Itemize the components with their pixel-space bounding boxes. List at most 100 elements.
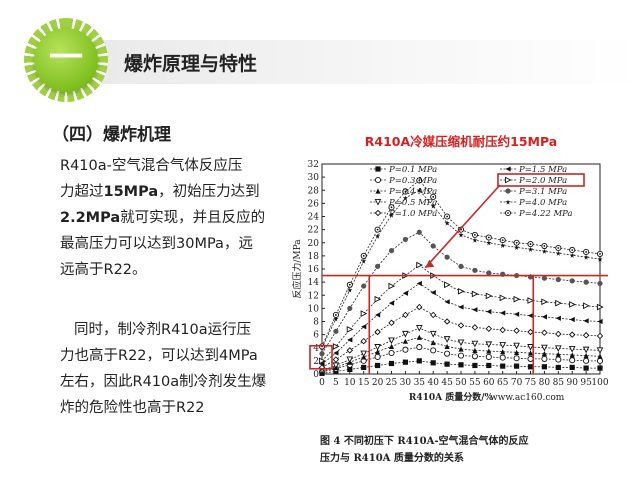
data-point-dot <box>571 249 574 251</box>
data-point <box>444 350 451 357</box>
data-point <box>569 301 576 308</box>
data-point <box>458 232 464 238</box>
header-bar <box>58 40 640 84</box>
data-point <box>375 312 381 318</box>
data-point-dot <box>335 314 337 316</box>
data-point <box>527 364 534 370</box>
data-point <box>402 359 408 365</box>
data-point <box>333 328 339 334</box>
text-run: 力也高于R22，可以达到4MPa <box>60 348 258 364</box>
data-point <box>471 340 479 348</box>
text-run: 炸的危险性也高于R22 <box>60 400 205 416</box>
data-point <box>375 233 381 239</box>
data-point <box>318 357 326 365</box>
chart-title: R410A冷媒压缩机耐压约15MPa <box>365 134 558 149</box>
data-point <box>416 280 422 287</box>
data-point <box>499 326 506 334</box>
data-point <box>583 365 589 371</box>
data-point <box>443 318 451 325</box>
data-point <box>388 319 395 327</box>
data-point <box>485 292 493 300</box>
data-point <box>541 364 547 370</box>
text-run: 左右，因此R410a制冷剂发生爆 <box>60 374 267 390</box>
section-number-badge: 一 <box>34 28 98 92</box>
data-point <box>429 330 437 338</box>
data-point-dot <box>432 195 435 198</box>
data-point <box>458 362 464 368</box>
data-point <box>582 346 590 354</box>
y-tick-label: 2 <box>313 357 319 367</box>
x-tick-label: 50 <box>455 378 467 388</box>
y-tick-label: 8 <box>313 318 319 328</box>
data-point <box>541 351 547 357</box>
data-point <box>347 287 353 293</box>
paragraph-2: 同时，制冷剂R410a运行压 力也高于R22，可以达到4MPa 左右，因此R410a… <box>60 317 290 421</box>
data-point <box>416 303 423 311</box>
text-line: 力超过15MPa，初始压力达到 <box>60 179 290 205</box>
text-run: 远高于R22。 <box>60 262 147 278</box>
x-tick-label: 35 <box>414 378 426 388</box>
data-point <box>402 346 409 353</box>
x-tick-label: 70 <box>511 378 523 388</box>
legend-marker <box>374 198 382 206</box>
data-point <box>346 347 354 354</box>
legend-marker <box>505 166 511 172</box>
data-point <box>569 357 576 364</box>
text-run: 最高压力可以达到30MPa，远 <box>60 236 253 252</box>
data-point <box>471 353 478 360</box>
data-point <box>569 252 575 258</box>
x-tick-label: 10 <box>344 378 356 388</box>
data-point <box>444 361 450 367</box>
data-point <box>513 295 521 303</box>
legend-label: P=4.0 MPa <box>518 198 567 208</box>
data-point <box>541 248 547 254</box>
data-point <box>471 324 479 331</box>
series-line-1 <box>321 346 600 373</box>
page-title: 爆炸原理与特性 <box>124 53 258 75</box>
data-point <box>319 361 325 367</box>
data-point <box>416 344 423 351</box>
data-point <box>347 305 353 311</box>
data-point <box>541 314 547 320</box>
data-point <box>583 254 589 260</box>
x-tick-label: 20 <box>372 378 384 388</box>
data-point <box>375 362 381 369</box>
y-axis-label: 反应压力/MPa <box>291 239 303 299</box>
data-point <box>514 244 520 250</box>
y-tick-label: 14 <box>308 278 320 288</box>
data-point <box>527 246 534 252</box>
y-tick-label: 10 <box>308 304 320 314</box>
data-point <box>416 261 423 269</box>
data-point <box>472 237 478 243</box>
data-point-dot <box>487 236 490 239</box>
data-point-dot <box>501 239 504 242</box>
bold-text: 2.2MPa <box>60 210 121 226</box>
data-point <box>346 356 354 364</box>
data-point <box>415 325 423 332</box>
data-point <box>596 332 604 340</box>
data-point <box>388 212 395 218</box>
data-point-dot <box>418 179 421 182</box>
data-point <box>500 349 506 355</box>
data-point <box>374 295 382 303</box>
data-point <box>346 326 354 333</box>
data-point <box>485 325 493 332</box>
text-run: 就可实现，并且反应的 <box>120 210 266 226</box>
data-point <box>457 287 465 295</box>
data-point <box>374 344 381 351</box>
data-point <box>555 364 561 371</box>
data-point <box>583 318 589 324</box>
data-point <box>527 297 535 304</box>
data-point <box>374 328 381 336</box>
legend-label: P=0.5 MPa <box>388 198 437 208</box>
data-point <box>555 299 562 307</box>
data-point <box>444 343 450 350</box>
data-point <box>582 332 590 339</box>
data-point <box>583 279 589 285</box>
watermark-text: www.ac160.com <box>490 393 565 403</box>
data-point <box>569 364 575 371</box>
data-point-dot <box>557 247 560 249</box>
x-axis-label: R410A 质量分数/% <box>409 391 494 403</box>
legend-label: P=0.4 MPa <box>388 187 437 197</box>
data-point <box>568 346 576 353</box>
